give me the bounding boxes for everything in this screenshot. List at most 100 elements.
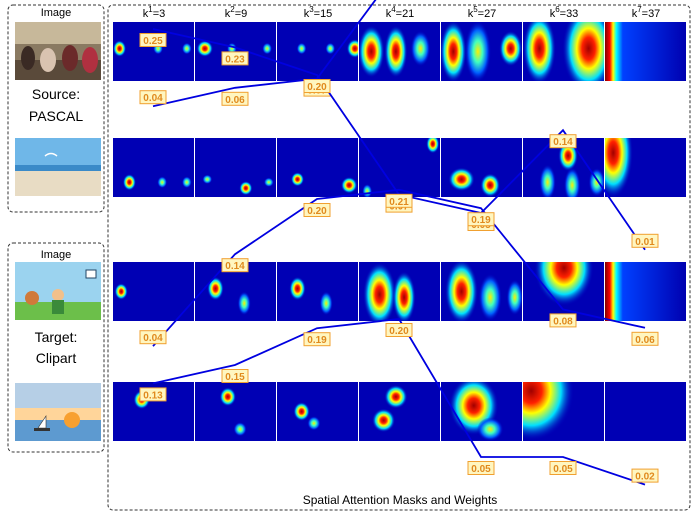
- attention-blob: [207, 276, 224, 301]
- domain-label: PASCAL: [29, 108, 83, 124]
- weight-label-box: [467, 461, 495, 475]
- mask-background: [277, 22, 358, 81]
- attention-blob: [445, 262, 478, 321]
- attention-blob: [605, 138, 633, 197]
- kernel-size: =21: [396, 8, 415, 20]
- weight-label: 0.25: [143, 36, 163, 47]
- attention-blob: [181, 176, 192, 189]
- kernel-size: =3: [153, 8, 166, 20]
- weight-label: 0.21: [389, 197, 409, 208]
- attention-mask: [195, 382, 276, 441]
- weight-label-box: [139, 33, 167, 47]
- target-box: [7, 242, 105, 453]
- weight-label-box: [549, 313, 577, 328]
- attention-blob: [372, 408, 396, 433]
- superscript: 1: [148, 5, 153, 14]
- column-header: k4=21: [386, 5, 415, 20]
- attention-mask: [359, 22, 440, 81]
- column-header: k6=33: [550, 5, 579, 20]
- weight-label: 0.19: [307, 335, 327, 346]
- weight-label-box: [221, 258, 249, 273]
- attention-blob: [325, 42, 336, 55]
- attention-mask: [441, 138, 522, 197]
- attention-blob: [319, 291, 333, 316]
- mask-background: [359, 138, 440, 197]
- weight-label: 0.05: [471, 464, 491, 475]
- kernel-size: =27: [478, 8, 497, 20]
- attention-mask: [277, 138, 358, 197]
- weight-label-box: [467, 212, 495, 227]
- attention-mask: [113, 262, 194, 321]
- attention-blob: [363, 262, 396, 321]
- attention-blob: [588, 168, 604, 197]
- attention-blob: [296, 42, 307, 55]
- attention-blob: [157, 176, 168, 189]
- weight-label-box: [385, 323, 413, 337]
- weight-label-box: [303, 203, 331, 217]
- weight-label-box: [549, 134, 577, 149]
- domain-label: Source:: [32, 86, 80, 102]
- attention-blob: [480, 173, 501, 197]
- photo: [15, 22, 101, 80]
- attention-blob: [478, 273, 502, 321]
- attention-blob: [307, 416, 321, 431]
- attention-mask: [113, 22, 194, 81]
- weight-label: 0.08: [553, 316, 573, 327]
- mask-background: [277, 262, 358, 321]
- attention-mask: [523, 22, 604, 81]
- column-header: k7=37: [632, 5, 661, 20]
- superscript: 6: [555, 5, 560, 14]
- image-label: Image: [41, 7, 72, 19]
- weight-label: 0.06: [635, 335, 655, 346]
- attention-blob: [263, 177, 274, 187]
- weight-label: 0.13: [143, 390, 163, 401]
- weight-label-box: [631, 468, 659, 483]
- attention-blob: [523, 382, 574, 441]
- mask-background: [605, 382, 686, 441]
- attention-mask: [195, 138, 276, 197]
- weight-label-box: [139, 330, 167, 345]
- superscript: 3: [309, 5, 314, 14]
- mask-background: [605, 262, 686, 321]
- attention-blob: [392, 271, 416, 321]
- column-header: k5=27: [468, 5, 497, 20]
- column-header: k1=3: [143, 5, 166, 20]
- mask-background: [195, 138, 276, 197]
- attention-mask: [605, 138, 686, 197]
- attention-blob: [562, 22, 604, 81]
- mask-background: [113, 22, 194, 81]
- mask-background: [277, 382, 358, 441]
- weight-label: 0.05: [553, 464, 573, 475]
- attention-blob: [506, 279, 522, 316]
- weight-label: 0.20: [307, 206, 327, 217]
- attention-blob: [384, 25, 408, 78]
- weight-label: 0.20: [389, 326, 409, 337]
- k-symbol: k: [550, 8, 556, 20]
- weight-label: 0.04: [143, 93, 163, 104]
- clipart: [15, 383, 101, 441]
- attention-blob: [448, 167, 475, 192]
- weight-label: 0.20: [307, 82, 327, 93]
- weight-line: [152, 188, 646, 347]
- kernel-size: =9: [235, 8, 248, 20]
- attention-mask: [359, 262, 440, 321]
- kernel-size: =37: [642, 8, 661, 20]
- attention-mask: [277, 382, 358, 441]
- weight-label: 0.04: [143, 333, 163, 344]
- attention-mask: [605, 22, 686, 81]
- attention-blob: [523, 22, 556, 81]
- attention-mask: [113, 138, 194, 197]
- superscript: 7: [637, 5, 642, 14]
- weight-label: 0.14: [225, 261, 245, 272]
- clipart: [15, 262, 101, 320]
- attention-blob: [289, 276, 306, 301]
- attention-mask: [277, 262, 358, 321]
- weight-label: 0.02: [635, 472, 655, 483]
- attention-mask: [359, 382, 440, 441]
- weight-label-box: [221, 369, 249, 383]
- attention-blob: [346, 39, 358, 58]
- weight-label-box: [139, 90, 167, 105]
- photo: [15, 138, 101, 196]
- domain-label: Target:: [35, 329, 78, 345]
